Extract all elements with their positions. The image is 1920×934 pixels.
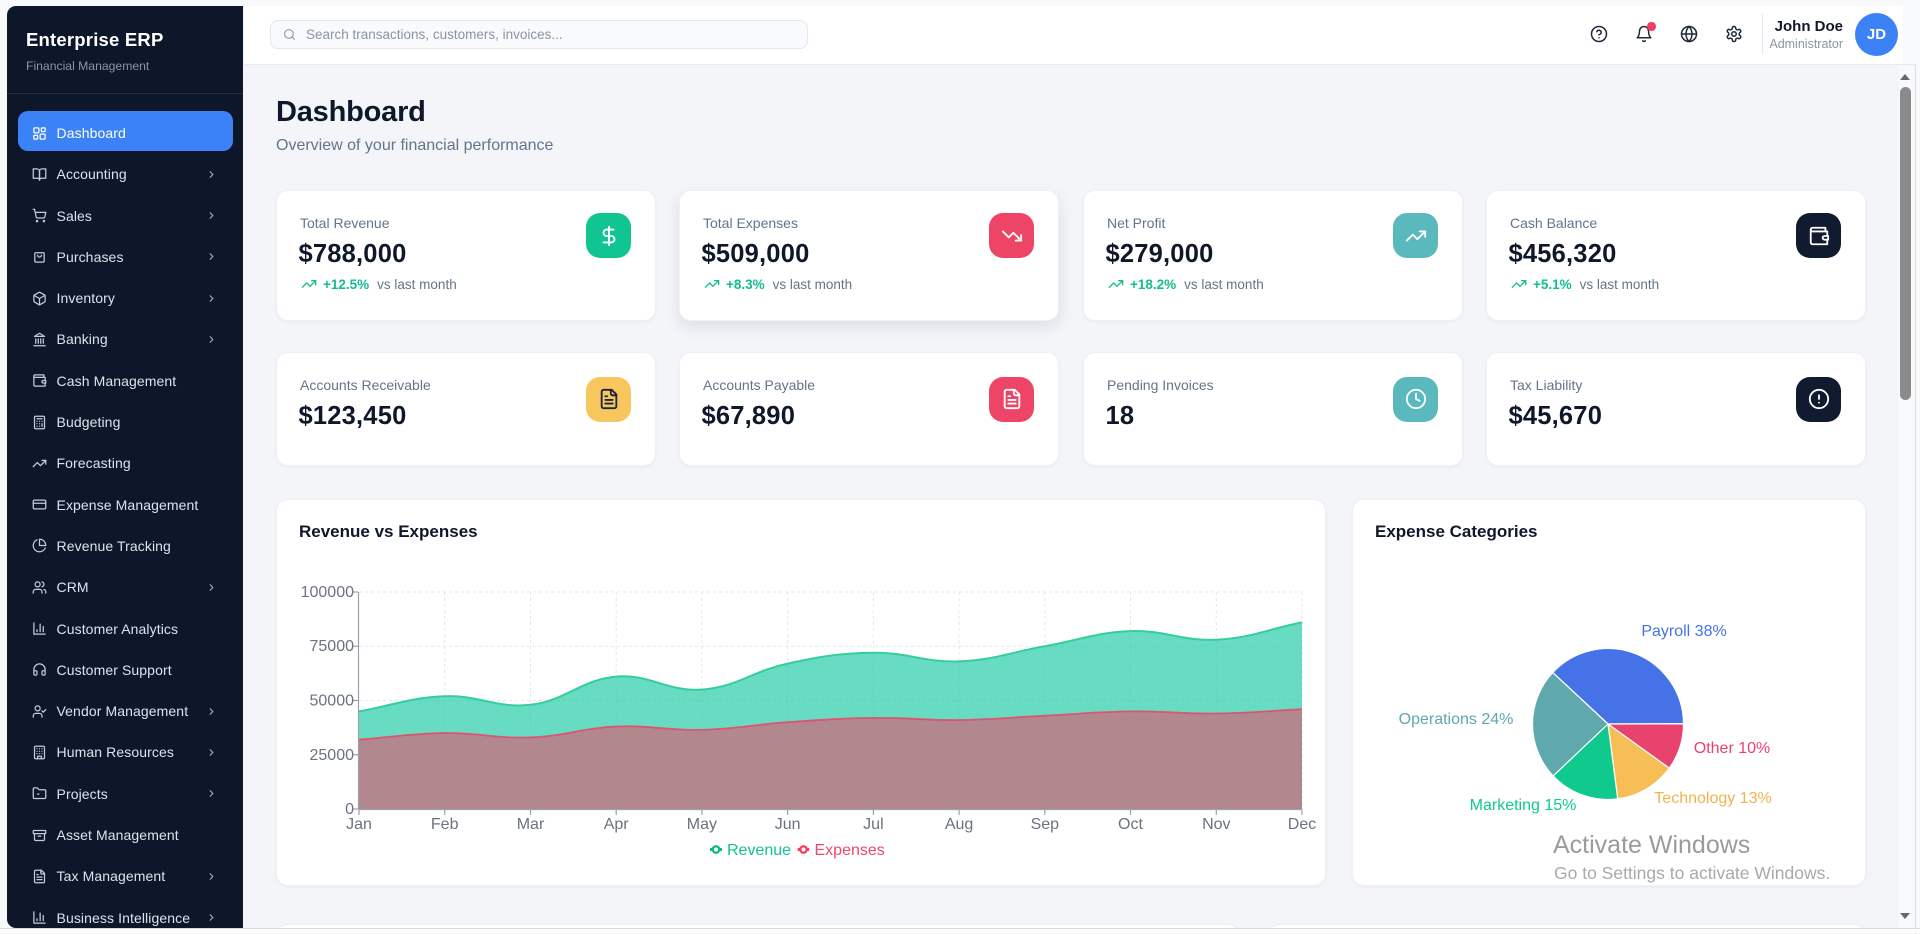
svg-text:Revenue: Revenue: [727, 842, 791, 859]
svg-text:Oct: Oct: [1118, 816, 1143, 833]
svg-text:Sep: Sep: [1031, 816, 1060, 833]
svg-text:Nov: Nov: [1202, 816, 1230, 833]
svg-text:May: May: [687, 816, 717, 833]
svg-text:Jan: Jan: [346, 816, 372, 833]
svg-text:Jul: Jul: [863, 816, 883, 833]
svg-text:Expenses: Expenses: [815, 842, 885, 859]
svg-text:25000: 25000: [310, 747, 355, 764]
svg-text:Jun: Jun: [775, 816, 801, 833]
svg-text:Apr: Apr: [604, 816, 630, 833]
svg-text:50000: 50000: [310, 693, 355, 710]
svg-text:75000: 75000: [310, 638, 355, 655]
svg-text:100000: 100000: [301, 584, 354, 601]
svg-text:Aug: Aug: [945, 816, 973, 833]
svg-text:Dec: Dec: [1288, 816, 1316, 833]
svg-text:0: 0: [345, 801, 354, 818]
svg-text:Mar: Mar: [517, 816, 545, 833]
svg-text:Feb: Feb: [431, 816, 459, 833]
